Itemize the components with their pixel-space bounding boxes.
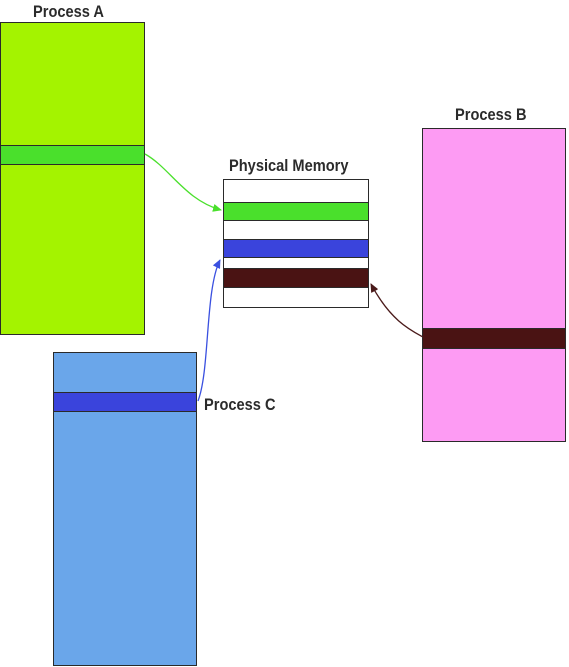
process-a-block: [0, 22, 145, 335]
physical-memory-block: [223, 179, 369, 308]
process-a-label: Process A: [33, 2, 104, 21]
process-c-block: [53, 352, 197, 666]
process-b-block: [422, 128, 566, 442]
process-b-mapped-page: [423, 328, 565, 349]
process-a-mapped-page: [1, 145, 144, 165]
process-c-label: Process C: [204, 395, 276, 414]
physical-memory-label: Physical Memory: [229, 156, 349, 175]
process-b-label: Process B: [455, 105, 527, 124]
memory-segment-a: [224, 202, 368, 221]
memory-segment-c: [224, 239, 368, 258]
memory-segment-b: [224, 268, 368, 288]
arrow-process-b-to-memory: [370, 283, 424, 338]
process-c-mapped-page: [54, 392, 196, 412]
arrow-process-c-to-memory: [197, 259, 221, 402]
arrow-process-a-to-memory: [144, 153, 222, 212]
